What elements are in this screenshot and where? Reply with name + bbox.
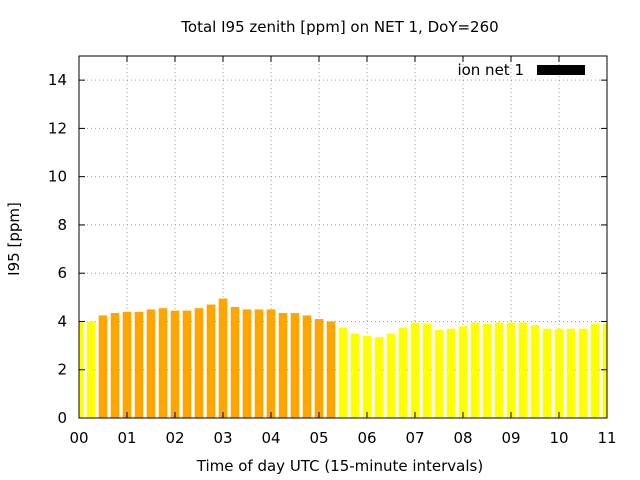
bar bbox=[338, 327, 348, 418]
bar bbox=[494, 322, 504, 418]
y-tick-label: 10 bbox=[48, 168, 67, 186]
bar bbox=[206, 304, 216, 418]
bar bbox=[482, 323, 492, 418]
y-tick-label: 14 bbox=[48, 71, 67, 89]
grid bbox=[79, 56, 607, 418]
bar bbox=[86, 321, 96, 418]
bar bbox=[362, 335, 372, 418]
bar bbox=[230, 306, 240, 418]
x-axis-label: Time of day UTC (15-minute intervals) bbox=[196, 457, 483, 475]
x-tick-label: 07 bbox=[405, 429, 424, 447]
x-tick-label: 01 bbox=[117, 429, 136, 447]
x-tick-label: 03 bbox=[213, 429, 232, 447]
bar bbox=[410, 322, 420, 418]
bar bbox=[194, 308, 204, 418]
x-tick-label: 05 bbox=[309, 429, 328, 447]
bar bbox=[170, 310, 180, 418]
bar bbox=[566, 328, 576, 418]
bar bbox=[350, 333, 360, 418]
bar bbox=[314, 319, 324, 418]
plot-frame bbox=[78, 55, 608, 419]
bar bbox=[458, 326, 468, 418]
x-tick-label: 06 bbox=[357, 429, 376, 447]
legend-swatch bbox=[537, 65, 585, 75]
x-tick-label: 09 bbox=[501, 429, 520, 447]
bar bbox=[278, 313, 288, 418]
bar bbox=[518, 322, 528, 418]
bar bbox=[530, 325, 540, 418]
y-tick-label: 0 bbox=[57, 409, 67, 427]
bar bbox=[182, 310, 192, 418]
x-tick-label: 10 bbox=[549, 429, 568, 447]
bar bbox=[266, 309, 276, 418]
x-tick-label: 04 bbox=[261, 429, 280, 447]
x-tick-label: 00 bbox=[69, 429, 88, 447]
bar bbox=[422, 323, 432, 418]
bar bbox=[134, 311, 144, 418]
bar bbox=[146, 309, 156, 418]
bar bbox=[602, 323, 607, 418]
chart-title: Total I95 zenith [ppm] on NET 1, DoY=260 bbox=[180, 18, 498, 36]
x-tick-label: 11 bbox=[597, 429, 616, 447]
bar bbox=[506, 322, 516, 418]
bar bbox=[122, 311, 132, 418]
x-tick-label: 08 bbox=[453, 429, 472, 447]
bar bbox=[254, 309, 264, 418]
bar bbox=[98, 315, 108, 418]
legend: ion net 1 bbox=[457, 61, 585, 79]
y-tick-label: 6 bbox=[57, 264, 67, 282]
y-tick-label: 2 bbox=[57, 361, 67, 379]
bar bbox=[218, 298, 228, 418]
bar bbox=[242, 309, 252, 418]
bar bbox=[554, 328, 564, 418]
bar bbox=[326, 321, 336, 418]
bar bbox=[398, 327, 408, 418]
bar bbox=[374, 337, 384, 418]
bars bbox=[79, 298, 607, 418]
bar bbox=[578, 328, 588, 418]
bar bbox=[302, 315, 312, 418]
bar bbox=[470, 322, 480, 418]
bar bbox=[158, 308, 168, 418]
bar bbox=[110, 313, 120, 418]
bar bbox=[542, 328, 552, 418]
y-tick-label: 8 bbox=[57, 216, 67, 234]
bar bbox=[446, 328, 456, 418]
bar bbox=[386, 333, 396, 418]
y-tick-label: 12 bbox=[48, 119, 67, 137]
x-tick-label: 02 bbox=[165, 429, 184, 447]
y-tick-label: 4 bbox=[57, 312, 67, 330]
y-axis-label: I95 [ppm] bbox=[5, 202, 23, 276]
bar bbox=[434, 329, 444, 418]
bar bbox=[590, 323, 600, 418]
legend-label: ion net 1 bbox=[457, 61, 524, 79]
bar bbox=[290, 313, 300, 418]
